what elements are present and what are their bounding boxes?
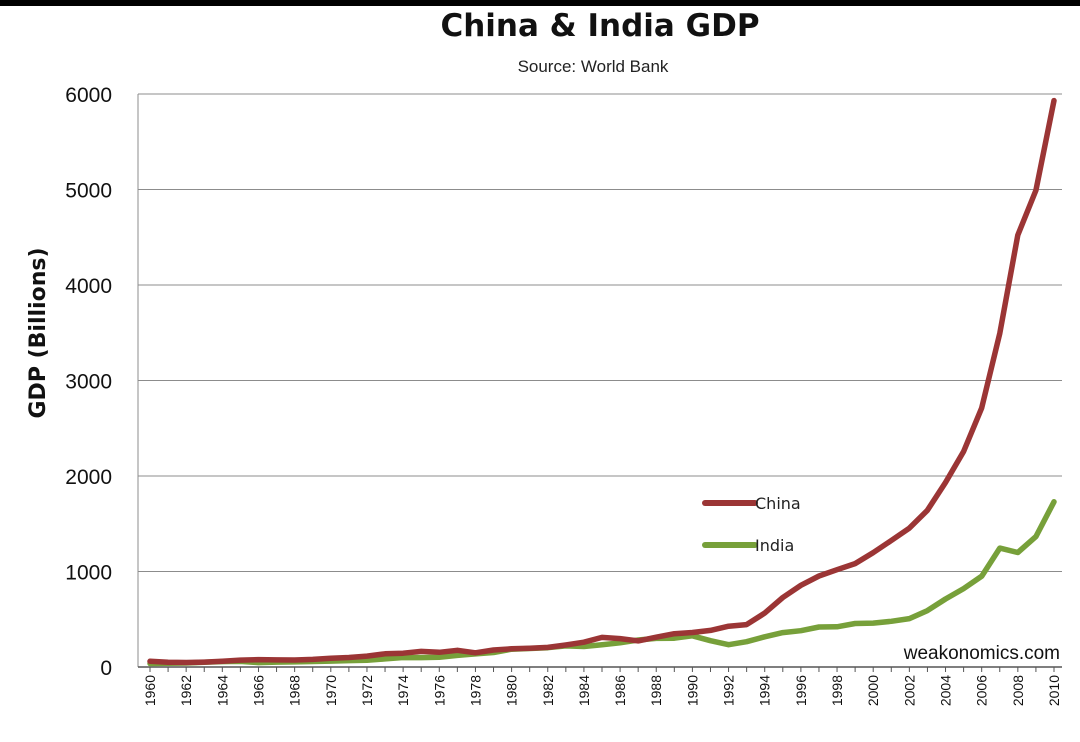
x-tick-label: 1980 — [504, 675, 520, 706]
x-tick-label: 1996 — [793, 675, 809, 706]
x-axis-ticks: 1960 1962 1964 1966 1968 1970 1972 1974 1976 1978… — [142, 675, 1062, 706]
x-tick-label: 1990 — [684, 675, 700, 706]
y-tick-label: 2000 — [65, 466, 112, 489]
legend-label-china: China — [755, 494, 801, 513]
chart-subtitle: Source: World Bank — [517, 57, 669, 76]
x-tick-label: 1968 — [287, 675, 303, 706]
x-tick-label: 2000 — [865, 675, 881, 706]
x-tick-label: 1972 — [359, 675, 375, 706]
x-tick-label: 1962 — [178, 675, 194, 706]
y-axis-ticks: 0 1000 2000 3000 4000 5000 6000 — [65, 84, 112, 680]
x-tick-label: 1988 — [648, 675, 664, 706]
x-tick-label: 2002 — [901, 675, 917, 706]
y-tick-label: 4000 — [65, 275, 112, 298]
x-tick-label: 1974 — [395, 675, 411, 706]
y-axis-label: GDP (Billions) — [26, 247, 51, 418]
x-tick-label: 1976 — [431, 675, 447, 706]
legend: China India — [702, 494, 801, 555]
x-axis — [138, 666, 1062, 672]
x-tick-label: 1984 — [576, 675, 592, 706]
x-tick-label: 1960 — [142, 675, 158, 706]
y-tick-label: 3000 — [65, 371, 112, 394]
y-tick-label: 0 — [100, 657, 112, 680]
series-lines — [147, 97, 1057, 667]
grid-lines — [137, 93, 1062, 667]
x-tick-label: 1994 — [757, 675, 773, 706]
x-tick-label: 1970 — [323, 675, 339, 706]
source-annotation: weakonomics.com — [903, 643, 1060, 664]
x-tick-label: 2004 — [938, 675, 954, 706]
y-tick-label: 6000 — [65, 84, 112, 107]
x-tick-label: 1978 — [467, 675, 483, 706]
x-tick-label: 2008 — [1010, 675, 1026, 706]
x-tick-label: 2006 — [974, 675, 990, 706]
x-tick-label: 1982 — [540, 675, 556, 706]
x-tick-label: 1964 — [214, 675, 230, 706]
series-line-china — [147, 97, 1057, 666]
chart-title: China & India GDP — [440, 8, 760, 44]
legend-label-india: India — [755, 536, 794, 555]
x-tick-label: 1986 — [612, 675, 628, 706]
y-tick-label: 5000 — [65, 180, 112, 203]
x-tick-label: 1966 — [250, 675, 266, 706]
top-border — [0, 0, 1080, 6]
x-tick-label: 1992 — [721, 675, 737, 706]
x-tick-label: 1998 — [829, 675, 845, 706]
x-tick-label: 2010 — [1046, 675, 1062, 706]
y-tick-label: 1000 — [65, 562, 112, 585]
